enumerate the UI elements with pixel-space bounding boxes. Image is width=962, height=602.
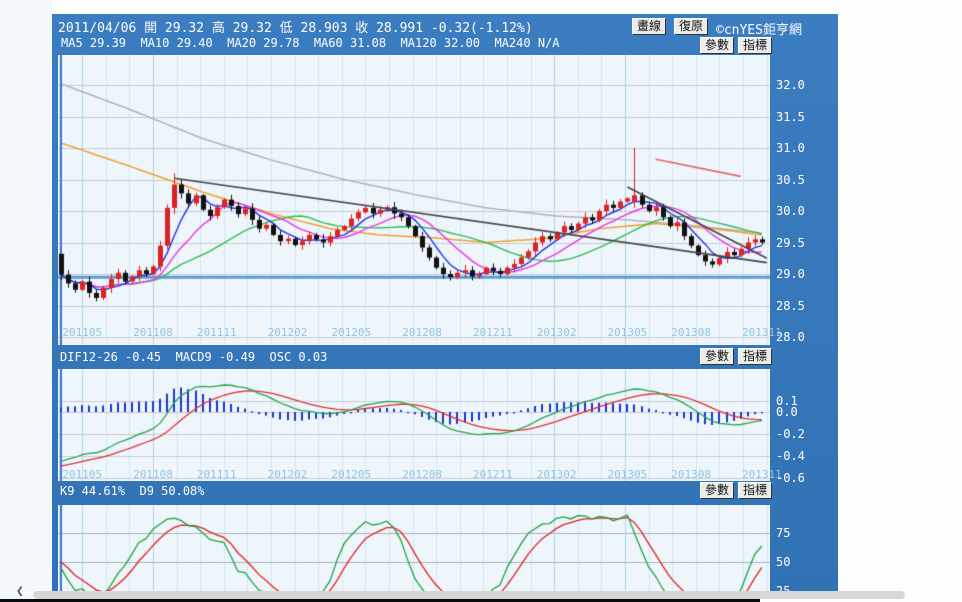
y-axis-label: 29.0: [776, 267, 805, 281]
x-axis-label: 201311: [742, 468, 782, 481]
y-axis-label: 25: [776, 583, 791, 591]
kd-chart[interactable]: [58, 505, 770, 591]
y-axis-label: 0.0: [776, 405, 798, 419]
main-price-chart[interactable]: [58, 55, 770, 345]
x-axis-label: 201211: [473, 326, 513, 339]
x-axis-label: 201205: [331, 468, 372, 481]
y-axis-label: -0.2: [776, 427, 805, 441]
x-axis-label: 201111: [196, 326, 237, 339]
x-axis-label: 201305: [607, 468, 648, 481]
kd-indicator-button[interactable]: 指標: [738, 482, 773, 499]
y-axis-label: 31.0: [776, 141, 805, 155]
y-axis-label: 30.5: [776, 172, 805, 187]
left-gutter: [0, 0, 52, 602]
y-axis-label: -0.4: [776, 449, 805, 463]
x-axis-label: 201211: [473, 468, 513, 481]
main-indicator-button[interactable]: 指標: [738, 37, 773, 54]
x-axis-label: 201105: [62, 468, 103, 481]
x-axis-label: 201202: [267, 468, 308, 481]
macd-indicator-button[interactable]: 指標: [738, 348, 773, 365]
quote-info-line: 2011/04/06 開 29.32 高 29.32 低 28.903 收 28…: [58, 21, 533, 36]
x-axis-label: 201108: [133, 468, 173, 481]
y-axis-label: 0.1: [776, 394, 798, 408]
macd-chart[interactable]: [58, 369, 770, 481]
y-axis-label: 50: [776, 555, 791, 569]
y-axis-label: 31.5: [776, 109, 805, 124]
horizontal-scrollbar[interactable]: [33, 591, 905, 599]
y-axis-label: 75: [776, 526, 791, 541]
main-params-button[interactable]: 參數: [700, 37, 735, 54]
scroll-left-icon[interactable]: ❮: [16, 584, 24, 599]
y-axis-label: 29.5: [776, 235, 805, 250]
ma-legend-line: MA5 29.39 MA10 29.40 MA20 29.78 MA60 31.…: [61, 36, 560, 50]
x-axis-label: 201308: [671, 468, 711, 481]
window-bottom-edge: [0, 599, 760, 602]
undo-button[interactable]: 復原: [674, 18, 709, 35]
x-axis-label: 201308: [671, 326, 711, 339]
y-axis-label: 30.0: [776, 204, 805, 218]
y-axis-label: 32.0: [776, 78, 805, 92]
x-axis-label: 201108: [133, 326, 173, 339]
draw-line-button[interactable]: 畫線: [632, 18, 667, 35]
macd-panel-label: DIF12-26 -0.45 MACD9 -0.49 OSC 0.03: [60, 350, 328, 364]
kd-panel-label: K9 44.61% D9 50.08%: [60, 484, 205, 498]
x-axis-label: 201302: [536, 468, 577, 481]
kd-params-button[interactable]: 參數: [700, 482, 735, 499]
x-axis-label: 201208: [402, 468, 442, 481]
x-axis-label: 201305: [607, 326, 648, 339]
y-axis-label: -0.6: [776, 471, 805, 485]
x-axis-label: 201311: [742, 326, 782, 339]
x-axis-label: 201105: [62, 326, 103, 339]
chart-window: 2011/04/06 開 29.32 高 29.32 低 28.903 收 28…: [52, 14, 838, 591]
x-axis-label: 201111: [196, 468, 237, 481]
x-axis-label: 201302: [536, 326, 577, 339]
macd-params-button[interactable]: 參數: [700, 348, 735, 365]
copyright-label: ©cnYES鉅亨網: [716, 23, 802, 38]
y-axis-label: 28.5: [776, 298, 805, 313]
x-axis-label: 201205: [331, 326, 372, 339]
x-axis-label: 201208: [402, 326, 442, 339]
x-axis-label: 201202: [267, 326, 308, 339]
y-axis-label: 28.0: [776, 330, 805, 344]
